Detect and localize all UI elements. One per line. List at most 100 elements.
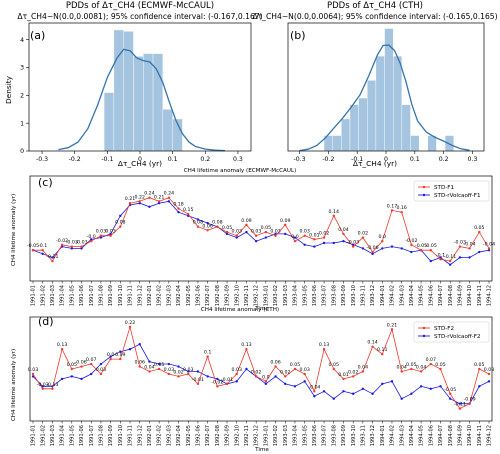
rvolc-series-point xyxy=(478,250,481,254)
data-label: -0.03 xyxy=(66,240,78,246)
std-series-legend-label: STD-F1 xyxy=(434,185,455,191)
panel-a-plot: -0.3 -0.2 -0.1 0 0.1 0.2 0.3 0 1 2 3 4 xyxy=(20,22,252,163)
x-tick-label: 1991-12 xyxy=(137,285,143,306)
data-label: 0.13 xyxy=(241,342,251,348)
rvolc-series-point xyxy=(293,236,297,239)
x-tick-label: -0.3 xyxy=(36,156,48,163)
rvolc-series-point xyxy=(332,241,335,245)
rvolc-series-point xyxy=(458,402,462,405)
x-tick-label: 0.2 xyxy=(439,156,449,163)
rvolc-series-point xyxy=(371,252,374,256)
rvolc-series-point xyxy=(264,382,268,386)
kde-curve xyxy=(299,44,470,152)
x-tick-label: 1994-08 xyxy=(448,285,454,306)
rvolc-series-point xyxy=(99,236,103,239)
std-series-point xyxy=(264,230,268,234)
rvolc-series-point xyxy=(400,247,403,250)
std-series-point xyxy=(245,347,248,351)
x-tick-label: 1994-04 xyxy=(409,425,415,446)
x-tick-label: 1992-08 xyxy=(215,285,221,306)
rvolc-series-point xyxy=(322,241,326,245)
x-tick-label: 1994-09 xyxy=(457,285,463,306)
rvolc-series-point xyxy=(235,236,238,239)
std-series-point xyxy=(51,387,54,391)
data-label: -0.02 xyxy=(56,238,68,244)
std-series-point xyxy=(410,367,413,371)
rvolc-series-line xyxy=(32,343,490,405)
std-series-point xyxy=(264,380,268,383)
std-series-point xyxy=(458,245,462,248)
x-tick-label: 1992-08 xyxy=(215,425,221,446)
std-series-point xyxy=(313,238,316,241)
std-series-point xyxy=(216,225,219,228)
std-series-point xyxy=(80,245,83,248)
data-label: 0.05 xyxy=(154,362,164,368)
data-label: 0.15 xyxy=(183,207,193,213)
data-label: 0.08 xyxy=(115,220,125,226)
histogram-bar xyxy=(367,80,377,152)
x-tick-label: 1994-11 xyxy=(477,285,483,306)
std-series-point xyxy=(119,357,122,361)
rvolc-series-point xyxy=(487,380,491,383)
data-label: -0.0 xyxy=(87,234,96,240)
x-tick-label: 1992-02 xyxy=(157,285,163,306)
x-tick-label: 1994-03 xyxy=(399,425,405,446)
std-series-point xyxy=(60,243,64,246)
x-tick-label: 0.3 xyxy=(233,156,243,163)
legend-box xyxy=(413,321,490,343)
x-tick-label: 1992-09 xyxy=(225,425,231,446)
std-series-point xyxy=(478,230,481,234)
x-tick-label: 1993-08 xyxy=(331,285,337,306)
rvolc-series-point xyxy=(381,247,384,250)
x-tick-label: 1993-09 xyxy=(341,425,347,446)
rvolc-series-point xyxy=(206,375,209,378)
data-label: 0.22 xyxy=(125,320,135,326)
y-tick-label: 3 xyxy=(20,65,24,72)
std-series-point xyxy=(448,392,452,395)
std-series-line xyxy=(33,197,490,262)
x-tick-label: 1991-10 xyxy=(118,425,124,446)
data-label: 0.06 xyxy=(76,360,86,366)
x-tick-label: 1992-12 xyxy=(254,425,260,446)
x-tick-label: 1993-05 xyxy=(302,425,308,446)
data-label: -0.04 xyxy=(464,241,476,247)
y-tick-label: 1 xyxy=(20,120,24,127)
std-series-point xyxy=(245,223,248,227)
rvolc-series-point xyxy=(157,201,161,205)
rvolc-series-point xyxy=(196,370,200,373)
data-label: 0.21 xyxy=(387,322,397,328)
x-tick-label: 1994-07 xyxy=(438,425,444,446)
x-tick-label: -0.2 xyxy=(69,156,81,163)
plot-frame xyxy=(29,175,493,282)
kde-curve xyxy=(58,48,225,152)
rvolc-series-point xyxy=(60,377,64,381)
data-label: 0.21 xyxy=(154,194,164,200)
x-tick-label: 1991-08 xyxy=(99,425,105,446)
rvolc-series-point xyxy=(448,263,452,266)
std-series-point xyxy=(371,345,374,348)
x-tick-label: 1991-07 xyxy=(89,425,95,446)
data-label: -0.05 xyxy=(415,243,427,249)
rvolc-series-point xyxy=(429,259,432,263)
std-series-point xyxy=(361,236,365,239)
data-label: 0.05 xyxy=(474,362,484,368)
rvolc-series-point xyxy=(245,367,248,371)
std-series-point xyxy=(419,370,423,373)
data-label: 0.02 xyxy=(251,369,261,375)
x-tick-label: 1991-09 xyxy=(108,285,114,306)
data-label: -0.01 xyxy=(221,377,233,383)
data-label: 0.08 xyxy=(212,220,222,226)
rvolc-series-point xyxy=(90,372,93,376)
data-label: 0.03 xyxy=(96,367,106,373)
data-label: 0.09 xyxy=(241,218,251,224)
rvolc-series-point xyxy=(138,201,141,205)
x-tick-label: -0.3 xyxy=(293,156,305,163)
std-series-point xyxy=(284,223,287,227)
data-label: -0.03 xyxy=(75,240,87,246)
data-label: 0.24 xyxy=(164,191,174,197)
data-label: 0.14 xyxy=(329,209,339,215)
rvolc-series-point xyxy=(361,247,365,250)
x-tick-label: -0.1 xyxy=(351,156,363,163)
rvolc-series-point xyxy=(284,382,287,386)
